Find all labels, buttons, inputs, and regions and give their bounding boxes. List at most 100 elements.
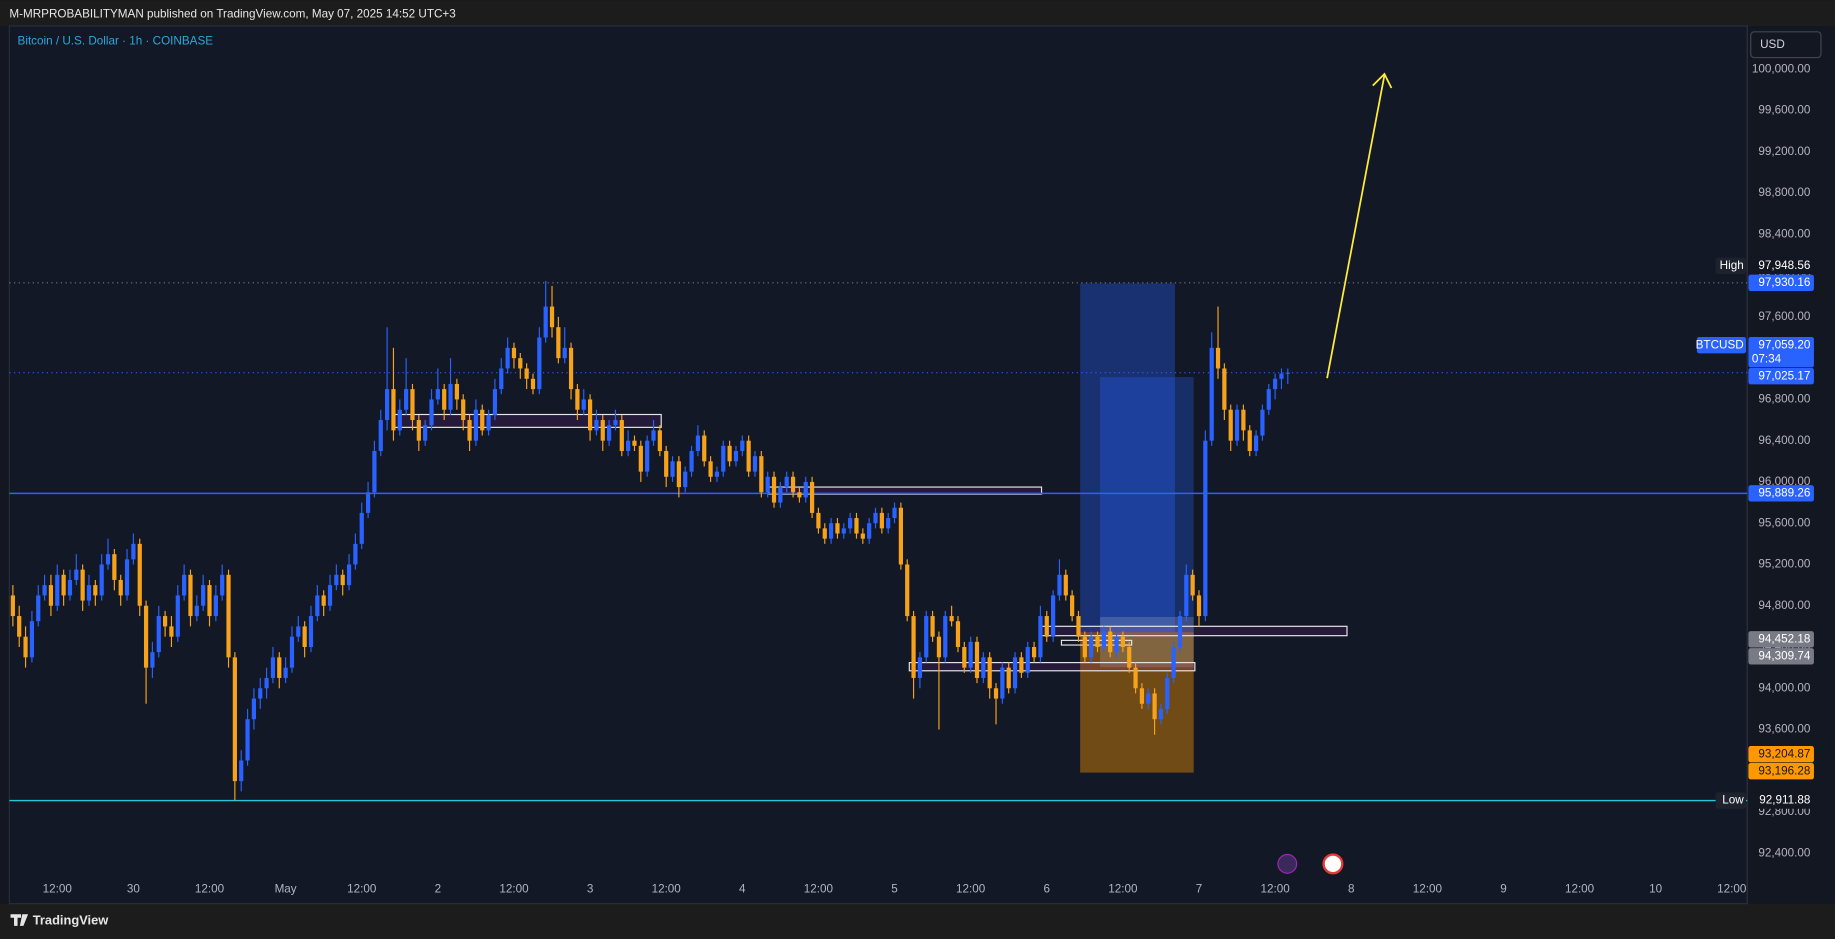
brand-logo — [10, 914, 29, 926]
candle-body — [911, 616, 916, 678]
candle-body — [1031, 647, 1037, 658]
candle-body — [499, 368, 504, 390]
candle-body — [797, 492, 802, 498]
candle-body — [543, 306, 548, 338]
candle-body — [1146, 693, 1151, 704]
candle-body — [1158, 708, 1164, 720]
candle-body — [549, 306, 555, 328]
candle-body — [867, 523, 872, 539]
candle-body — [721, 445, 726, 472]
candle-body — [733, 450, 739, 462]
candle-body — [537, 337, 542, 390]
candle-body — [270, 657, 276, 678]
candle-body — [1120, 636, 1125, 648]
footer-bar — [0, 903, 1835, 939]
candle-body — [511, 347, 517, 359]
candle-body — [10, 595, 15, 617]
candle-body — [518, 358, 523, 369]
candle-body — [372, 450, 377, 493]
candle-body — [626, 440, 631, 451]
candle-body — [124, 559, 130, 596]
price-tag-label: 92,911.88 — [1759, 794, 1810, 807]
x-tick-label: 9 — [1500, 883, 1507, 896]
candle-body — [1196, 595, 1202, 617]
candle-body — [182, 574, 187, 596]
candle-body — [169, 626, 174, 637]
candle-body — [664, 450, 669, 477]
price-tag-name: High — [1720, 259, 1744, 272]
y-tick-label: 95,600.00 — [1758, 516, 1810, 529]
candle-body — [308, 616, 314, 648]
currency-button[interactable] — [1750, 31, 1822, 59]
candle-body — [829, 523, 834, 539]
plot-area — [8, 25, 1748, 905]
candle-body — [1215, 347, 1221, 369]
x-tick-label: May — [275, 883, 297, 896]
x-tick-label: 12:00 — [195, 883, 225, 896]
x-tick-label: 5 — [891, 883, 898, 896]
candle-body — [1266, 389, 1271, 410]
candle-body — [239, 760, 244, 782]
candle-body — [765, 476, 770, 493]
candle-body — [632, 440, 637, 446]
price-tag-label: 97,930.16 — [1758, 276, 1810, 289]
candle-body — [17, 616, 22, 637]
economic-event-icon[interactable] — [1322, 853, 1344, 875]
candle-body — [803, 481, 808, 498]
candle-body — [143, 605, 149, 668]
price-tag — [1748, 336, 1814, 368]
candle-body — [955, 621, 961, 648]
x-tick-label: 12:00 — [347, 883, 377, 896]
candle-body — [809, 481, 815, 513]
candle-body — [695, 435, 701, 451]
candle-body — [962, 647, 967, 668]
candle-body — [816, 512, 821, 529]
candle-body — [1006, 667, 1011, 689]
candle-body — [1063, 574, 1068, 596]
y-tick-label: 96,000.00 — [1758, 475, 1810, 488]
candle-body — [175, 595, 180, 637]
candle-body — [1000, 667, 1005, 699]
price-tag-name-box — [1696, 336, 1747, 354]
candle-body — [1260, 409, 1265, 436]
price-tag-label: 97,948.56 — [1758, 259, 1810, 272]
candle-body — [353, 543, 358, 565]
candle-body — [879, 512, 884, 529]
price-tag-label: 93,196.28 — [1758, 764, 1810, 777]
candle-body — [1209, 347, 1214, 441]
candle-body — [473, 409, 479, 441]
candle-body — [93, 585, 98, 596]
price-tag-label: 93,204.87 — [1758, 747, 1810, 760]
candle-body — [321, 595, 326, 606]
candle-body — [714, 471, 720, 477]
candle-body — [48, 585, 54, 606]
candle-body — [378, 420, 383, 451]
candle-body — [1038, 616, 1043, 658]
x-tick-label: 12:00 — [956, 883, 986, 896]
candle-body — [131, 543, 136, 560]
candle-body — [873, 512, 878, 524]
candle-body — [784, 476, 789, 488]
candle-body — [619, 420, 624, 451]
candle-body — [987, 657, 992, 689]
chart-layer: 100,000.00 99,600.00 99,200.00 98,800.00 98,… — [9, 62, 1814, 896]
y-tick-label: 100,000.00 — [1752, 62, 1811, 75]
chart-title: Bitcoin / U.S. Dollar · 1h · COINBASE — [18, 34, 214, 47]
price-tag-label: 97,059.20 — [1758, 338, 1810, 351]
candle-body — [226, 574, 231, 658]
candle-body — [860, 533, 865, 539]
currency-label[interactable]: USD — [1760, 38, 1785, 51]
candle-body — [486, 414, 491, 431]
candle-body — [442, 389, 447, 410]
price-tag — [1748, 746, 1814, 763]
candle-body — [1203, 440, 1208, 617]
price-tag — [1748, 792, 1814, 809]
candle-body — [1247, 430, 1252, 451]
event-icon[interactable] — [1277, 853, 1298, 874]
candle-body — [530, 378, 536, 390]
candle-body — [480, 409, 485, 431]
candle-body — [492, 389, 498, 415]
price-tag — [1748, 257, 1814, 275]
candle-body — [689, 450, 694, 472]
candle-body — [1184, 574, 1189, 617]
